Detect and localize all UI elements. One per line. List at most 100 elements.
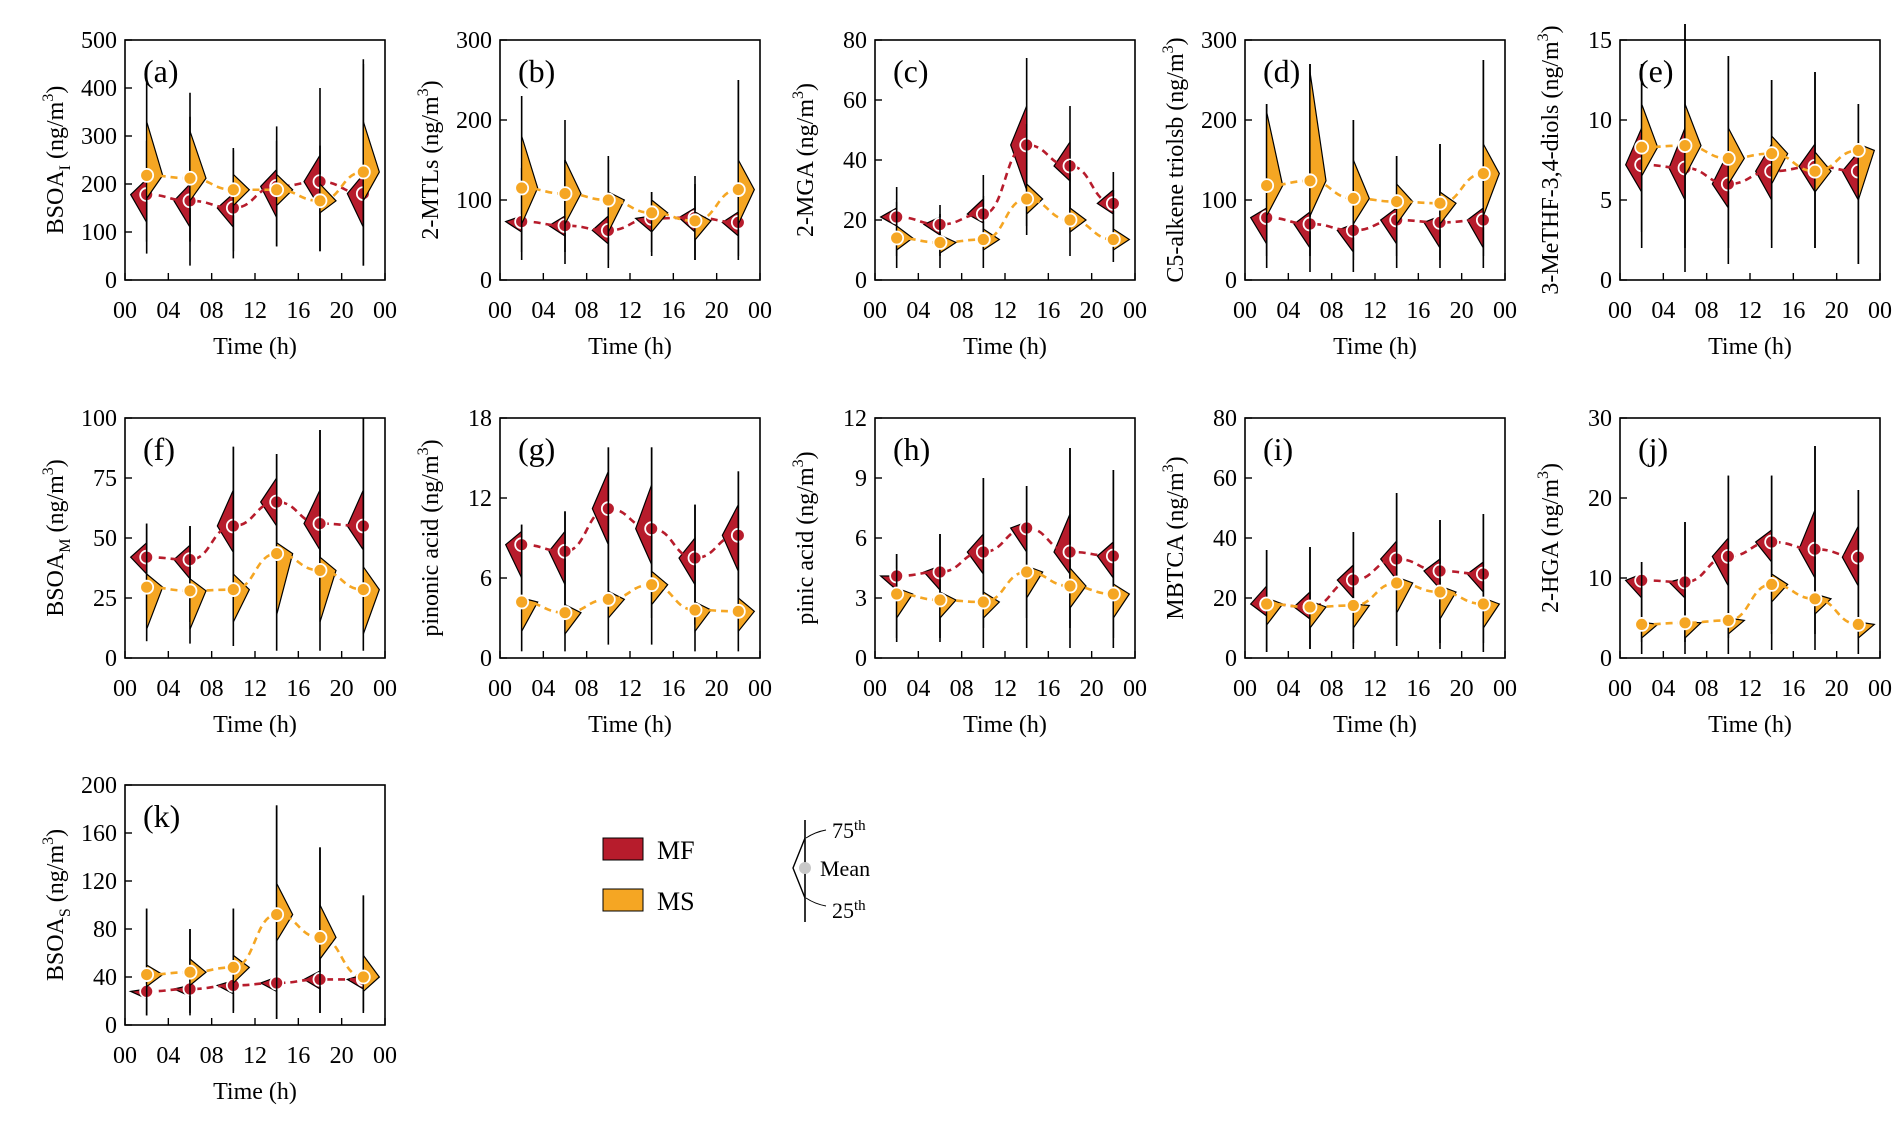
mean-point-ms <box>1475 166 1491 182</box>
series-ms <box>1634 446 1876 654</box>
mean-point-ms <box>139 167 155 183</box>
x-axis-title: Time (h) <box>1708 712 1792 738</box>
x-tick-label: 00 <box>863 298 887 324</box>
panel-label: (e) <box>1638 53 1674 89</box>
mean-point-ms <box>1105 586 1121 602</box>
y-axis-title: 2-HGA (ng/m3) <box>1535 463 1564 613</box>
series-mf <box>504 80 746 268</box>
y-tick-label: 75 <box>93 466 117 492</box>
y-tick-label: 300 <box>81 124 117 150</box>
x-tick-label: 12 <box>993 298 1017 324</box>
mean-point-ms <box>139 579 155 595</box>
x-tick-label: 08 <box>1320 676 1344 702</box>
y-tick-label: 0 <box>480 646 492 672</box>
mean-point-ms <box>975 594 991 610</box>
mean-point-ms <box>225 960 241 975</box>
x-tick-label: 16 <box>286 1043 310 1069</box>
y-tick-label: 0 <box>105 1013 117 1039</box>
y-tick-label: 100 <box>456 188 492 214</box>
mean-line-mf <box>896 526 1114 578</box>
y-axis-title: pinic acid (ng/m3) <box>790 451 819 624</box>
mean-point-ms <box>355 969 371 985</box>
mean-point-ms <box>1389 194 1405 210</box>
panel-label: (c) <box>893 53 929 89</box>
x-axis-title: Time (h) <box>213 334 297 360</box>
mean-point-ms <box>557 605 573 621</box>
y-tick-label: 200 <box>81 172 117 198</box>
mean-point-ms <box>1850 142 1866 158</box>
x-tick-label: 00 <box>488 676 512 702</box>
y-tick-label: 5 <box>1600 188 1612 214</box>
x-tick-label: 20 <box>1450 298 1474 324</box>
x-tick-label: 04 <box>1276 676 1300 702</box>
x-tick-label: 16 <box>1036 676 1060 702</box>
y-tick-label: 10 <box>1588 108 1612 134</box>
x-tick-label: 20 <box>1825 298 1849 324</box>
x-tick-label: 00 <box>1123 298 1147 324</box>
mean-point-ms <box>1345 190 1361 206</box>
mean-point-ms <box>644 577 660 593</box>
y-tick-label: 160 <box>81 821 117 847</box>
x-tick-label: 08 <box>1695 676 1719 702</box>
x-tick-label: 00 <box>748 298 772 324</box>
mean-point-ms <box>514 594 530 610</box>
series-mf <box>879 448 1121 638</box>
mean-point-ms <box>1432 195 1448 211</box>
x-axis-title: Time (h) <box>588 334 672 360</box>
y-axis-title: BSOAS (ng/m3) <box>40 829 74 981</box>
series-ms <box>514 80 756 260</box>
mean-point-ms <box>355 582 371 597</box>
y-axis-title: 2-MGA (ng/m3) <box>790 83 819 237</box>
violin-ms <box>1309 71 1327 217</box>
x-tick-label: 20 <box>1825 676 1849 702</box>
panel-label: (d) <box>1263 53 1300 89</box>
panel-label: (i) <box>1263 431 1293 467</box>
mean-point-ms <box>600 192 616 208</box>
x-axis-title: Time (h) <box>213 712 297 738</box>
series-ms <box>1259 493 1501 652</box>
legend-violin-key: 75th Mean 25th <box>792 818 870 923</box>
x-tick-label: 16 <box>661 298 685 324</box>
x-tick-label: 08 <box>950 298 974 324</box>
y-tick-label: 200 <box>456 108 492 134</box>
violin-mf <box>1053 513 1071 576</box>
chart-panel-d: 0 100 200 300 00 04 08 12 16 20 00 Time (h) C5-alken… <box>1160 28 1517 360</box>
x-tick-label: 00 <box>113 1043 137 1069</box>
x-tick-label: 20 <box>330 298 354 324</box>
series-ms <box>139 418 381 651</box>
mean-point-ms <box>932 235 948 250</box>
mean-point-ms <box>225 182 241 198</box>
y-axis-title: BSOAI (ng/m3) <box>40 86 74 235</box>
y-tick-label: 0 <box>105 268 117 294</box>
series-mf <box>129 59 371 266</box>
x-tick-label: 04 <box>906 676 930 702</box>
y-tick-label: 0 <box>480 268 492 294</box>
y-tick-label: 300 <box>1201 28 1237 54</box>
chart-panel-i: 0 20 40 60 80 00 04 08 12 16 20 00 Time (h) MBTCA (ng… <box>1160 406 1517 738</box>
x-tick-label: 00 <box>863 676 887 702</box>
y-tick-label: 80 <box>1213 406 1237 432</box>
x-axis-title: Time (h) <box>213 1079 297 1105</box>
x-axis-title: Time (h) <box>588 712 672 738</box>
x-tick-label: 04 <box>1276 298 1300 324</box>
mean-point-ms <box>1302 173 1318 189</box>
x-tick-label: 00 <box>1868 676 1892 702</box>
mean-point-ms <box>225 582 241 597</box>
x-tick-label: 04 <box>531 676 555 702</box>
mean-point-ms <box>730 182 746 198</box>
mean-point-ms <box>1850 617 1866 632</box>
chart-panel-b: 0 100 200 300 00 04 08 12 16 20 00 Time (h) 2-MTLs (… <box>415 28 772 360</box>
y-axis-title: 2-MTLs (ng/m3) <box>415 80 444 239</box>
x-tick-label: 20 <box>1450 676 1474 702</box>
x-tick-label: 00 <box>1608 676 1632 702</box>
y-tick-label: 100 <box>81 406 117 432</box>
panel-label: (f) <box>143 431 175 467</box>
x-tick-label: 04 <box>531 298 555 324</box>
x-tick-label: 16 <box>286 298 310 324</box>
mean-point-ms <box>1019 191 1035 207</box>
x-tick-label: 00 <box>748 676 772 702</box>
mean-point-ms <box>730 603 746 619</box>
mean-point-ms <box>1677 615 1693 631</box>
x-tick-label: 04 <box>156 1043 180 1069</box>
y-tick-label: 9 <box>855 466 867 492</box>
